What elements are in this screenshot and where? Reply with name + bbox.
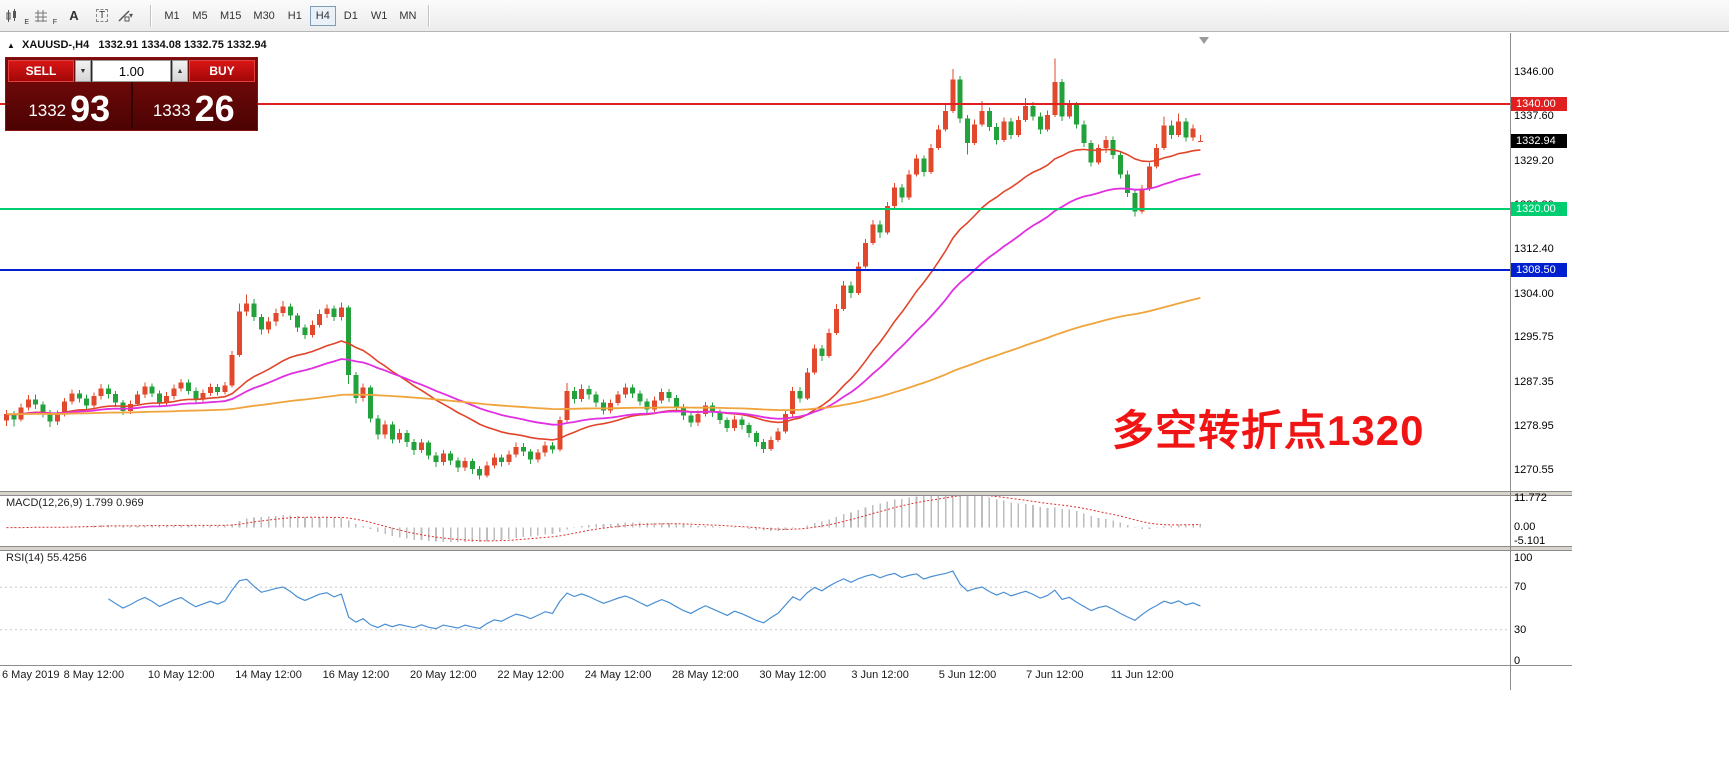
bid-small-digits: 1332: [28, 101, 67, 120]
chart-window[interactable]: ▲ XAUUSD-,H4 1332.91 1334.08 1332.75 133…: [0, 33, 1729, 761]
price-axis-label: 1329.20: [1514, 154, 1554, 167]
price-axis-label: 1270.55: [1514, 464, 1554, 477]
toolbar-separator: [150, 4, 152, 27]
buy-button[interactable]: BUY: [189, 60, 255, 82]
time-axis-label: 5 Jun 12:00: [938, 669, 997, 681]
time-axis-label: 10 May 12:00: [147, 669, 215, 681]
hline-1340.00[interactable]: [0, 102, 1510, 105]
indicators-badge: E: [24, 18, 29, 26]
hline-1320.00[interactable]: [0, 208, 1510, 211]
macd-values: 1.799 0.969: [85, 497, 144, 509]
main-chart-pane[interactable]: [0, 33, 1510, 491]
volume-input[interactable]: 1.00: [92, 60, 171, 82]
sell-button[interactable]: SELL: [8, 60, 74, 82]
price-axis-label: 1312.40: [1514, 243, 1554, 256]
price-axis-label: 1295.75: [1514, 331, 1554, 344]
time-axis-label: 3 Jun 12:00: [851, 669, 909, 681]
chart-shift-marker[interactable]: [1199, 37, 1209, 44]
indicators-icon-button[interactable]: E: [5, 5, 31, 27]
timeframe-mn-button[interactable]: MN: [394, 6, 421, 26]
timeframe-w1-button[interactable]: W1: [366, 6, 393, 26]
hline-1308.50[interactable]: [0, 269, 1510, 271]
price-badge-1320.00: 1320.00: [1511, 202, 1567, 217]
time-axis-label: 14 May 12:00: [235, 669, 302, 681]
timeframe-m1-button[interactable]: M1: [159, 6, 185, 26]
rsi-pane[interactable]: [0, 549, 1510, 664]
time-axis-label: 16 May 12:00: [322, 669, 390, 681]
rsi-value: 55.4256: [46, 552, 87, 564]
time-axis-label: 20 May 12:00: [409, 669, 477, 681]
time-axis-label: 8 May 12:00: [63, 669, 125, 681]
bid-big-digits: 93: [70, 88, 111, 130]
time-axis-border: [0, 665, 1572, 666]
timeframe-d1-button[interactable]: D1: [338, 6, 364, 26]
bid-price: 1332 93: [8, 82, 131, 128]
ohlc-values: 1332.91 1334.08 1332.75 1332.94: [98, 39, 267, 51]
ask-price: 1333 26: [133, 82, 256, 128]
macd-axis-label: 0.00: [1514, 521, 1536, 533]
timeframe-m5-button[interactable]: M5: [187, 6, 213, 26]
volume-increase-button[interactable]: ▲: [172, 60, 188, 82]
price-axis-border: [1510, 33, 1511, 690]
price-axis-label: 1346.00: [1514, 66, 1554, 78]
time-axis-label: 28 May 12:00: [672, 669, 739, 681]
text-label-button[interactable]: A: [61, 5, 87, 27]
boxed-t-icon: T: [95, 9, 109, 22]
ask-small-digits: 1333: [152, 101, 191, 120]
pane-splitter[interactable]: [0, 546, 1572, 551]
volume-decrease-button[interactable]: ▼: [75, 60, 91, 82]
pane-splitter[interactable]: [0, 491, 1572, 496]
rsi-axis-label: 0: [1514, 655, 1521, 667]
one-click-toggle-icon[interactable]: ▲: [7, 41, 15, 50]
chevron-down-icon: ▾: [128, 11, 133, 20]
time-axis-label: 7 Jun 12:00: [1026, 669, 1084, 681]
price-divider: [130, 82, 133, 128]
chart-annotation-text[interactable]: 多空转折点1320: [1112, 407, 1425, 454]
price-axis-label: 1287.35: [1514, 375, 1554, 388]
grid-icon-button[interactable]: F: [33, 5, 59, 27]
price-badge-1340.00: 1340.00: [1511, 96, 1567, 111]
price-badge-1308.50: 1308.50: [1511, 263, 1567, 277]
timeframe-m15-button[interactable]: M15: [215, 6, 246, 26]
text-box-button[interactable]: T: [89, 5, 115, 27]
time-axis-label: 6 May 2019: [2, 669, 60, 681]
rsi-axis-label: 70: [1514, 581, 1527, 593]
rsi-axis-label: 30: [1514, 624, 1527, 636]
timeframe-h1-button[interactable]: H1: [282, 6, 308, 26]
macd-axis-label: 11.772: [1514, 492, 1547, 504]
grid-icon: [35, 9, 47, 22]
shapes-icon: [118, 9, 130, 22]
price-axis-label: 1278.95: [1514, 420, 1554, 433]
toolbar: E F A T ▾ M1 M5 M15 M30 H1 H4 D1 W1 MN: [0, 0, 1729, 32]
grid-badge: F: [52, 18, 57, 26]
timeframe-m30-button[interactable]: M30: [248, 6, 279, 26]
rsi-title: RSI(14) 55.4256: [6, 552, 87, 564]
time-axis-label: 24 May 12:00: [584, 669, 652, 681]
one-click-trading-panel: SELL ▼ 1.00 ▲ BUY 1332 93 1333 26: [5, 57, 258, 131]
symbol-ohlc-header: ▲ XAUUSD-,H4 1332.91 1334.08 1332.75 133…: [7, 39, 267, 51]
time-axis-label: 11 Jun 12:00: [1110, 669, 1174, 681]
macd-pane[interactable]: [0, 494, 1510, 546]
timeframe-h4-button[interactable]: H4: [309, 5, 336, 26]
price-axis-label: 1337.60: [1514, 110, 1554, 123]
ask-big-digits: 26: [194, 88, 235, 130]
time-axis-label: 22 May 12:00: [497, 669, 564, 681]
draw-shapes-button[interactable]: ▾: [117, 5, 143, 27]
symbol-name: XAUUSD-,H4: [21, 39, 90, 51]
macd-axis-label: -5.101: [1514, 535, 1546, 547]
candles-icon: [6, 8, 16, 22]
current-price-badge: 1332.94: [1511, 133, 1567, 148]
rsi-axis-label: 100: [1514, 552, 1533, 564]
macd-title: MACD(12,26,9) 1.799 0.969: [6, 497, 144, 509]
toolbar-separator: [428, 4, 431, 27]
time-axis-label: 30 May 12:00: [759, 669, 827, 681]
price-axis-label: 1304.00: [1514, 287, 1554, 300]
